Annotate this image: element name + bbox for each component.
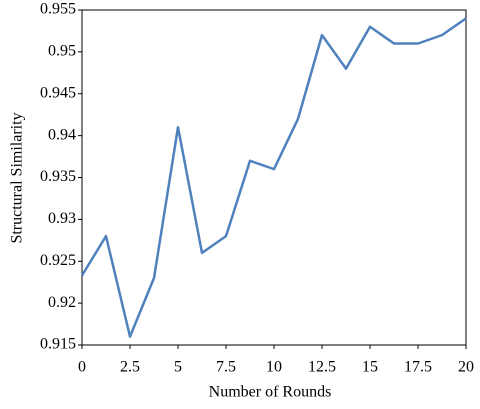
data-line xyxy=(80,17,467,338)
y-tick-label: 0.945 xyxy=(40,84,76,101)
plot-frame xyxy=(81,9,467,346)
x-tick-label: 15 xyxy=(362,359,378,376)
x-tick-label: 0 xyxy=(78,359,86,376)
y-tick-label: 0.92 xyxy=(48,294,76,311)
x-tick-label: 20 xyxy=(458,359,474,376)
x-tick-label: 2.5 xyxy=(120,359,140,376)
x-tick-label: 17.5 xyxy=(404,359,432,376)
x-tick-label: 7.5 xyxy=(216,359,236,376)
x-tick-label: 5 xyxy=(174,359,182,376)
x-tick-label: 12.5 xyxy=(308,359,336,376)
y-tick-label: 0.95 xyxy=(48,43,76,60)
x-tick-label: 10 xyxy=(266,359,282,376)
y-tick-label: 0.94 xyxy=(48,126,76,143)
y-tick-label: 0.925 xyxy=(40,252,76,269)
y-tick-label: 0.915 xyxy=(40,336,76,353)
x-axis-title: Number of Rounds xyxy=(209,384,332,401)
y-tick-label: 0.93 xyxy=(48,210,76,227)
y-tick-label: 0.955 xyxy=(40,1,76,18)
y-axis-title: Structural Similarity xyxy=(9,112,26,243)
y-tick-label: 0.935 xyxy=(40,168,76,185)
